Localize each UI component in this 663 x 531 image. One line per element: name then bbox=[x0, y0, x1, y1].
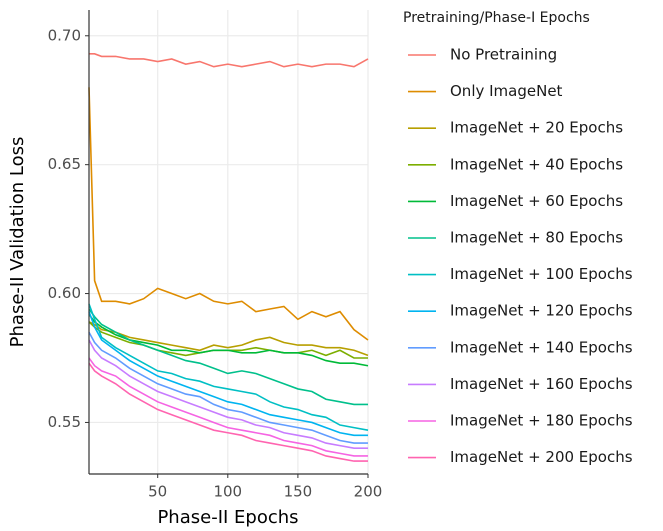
legend-label: ImageNet + 140 Epochs bbox=[450, 338, 633, 356]
series-line bbox=[88, 331, 368, 444]
legend-label: ImageNet + 80 Epochs bbox=[450, 229, 623, 247]
x-tick-label: 200 bbox=[354, 483, 383, 501]
legend-label: ImageNet + 120 Epochs bbox=[450, 302, 633, 320]
legend-label: ImageNet + 180 Epochs bbox=[450, 412, 633, 430]
legend-label: ImageNet + 160 Epochs bbox=[450, 375, 633, 393]
series-line bbox=[88, 311, 368, 437]
legend-title: Pretraining/Phase-I Epochs bbox=[403, 10, 590, 26]
legend-label: ImageNet + 20 Epochs bbox=[450, 119, 623, 137]
series-line bbox=[88, 339, 368, 450]
legend-label: ImageNet + 200 Epochs bbox=[450, 448, 633, 466]
y-tick-label: 0.70 bbox=[48, 26, 81, 44]
series-line bbox=[89, 53, 369, 68]
x-tick-label: 150 bbox=[284, 483, 313, 501]
legend-label: ImageNet + 60 Epochs bbox=[450, 192, 623, 210]
x-tick-label: 100 bbox=[213, 483, 242, 501]
legend-label: ImageNet + 40 Epochs bbox=[450, 155, 623, 173]
series-line bbox=[88, 308, 368, 406]
legend-label: No Pretraining bbox=[450, 46, 557, 64]
series-line bbox=[88, 303, 369, 431]
series-line bbox=[88, 357, 368, 457]
y-axis-label: Phase-II Validation Loss bbox=[7, 137, 28, 348]
series-line bbox=[88, 313, 369, 367]
legend-label: Only ImageNet bbox=[450, 82, 563, 100]
y-tick-label: 0.60 bbox=[48, 284, 81, 302]
y-tick-label: 0.65 bbox=[48, 155, 81, 173]
series-line bbox=[88, 362, 368, 462]
x-tick-label: 50 bbox=[148, 483, 167, 501]
series-line bbox=[88, 87, 369, 341]
legend-label: ImageNet + 100 Epochs bbox=[450, 265, 633, 283]
x-axis-label: Phase-II Epochs bbox=[157, 507, 298, 528]
series-line bbox=[88, 321, 369, 357]
y-tick-label: 0.55 bbox=[48, 413, 81, 431]
